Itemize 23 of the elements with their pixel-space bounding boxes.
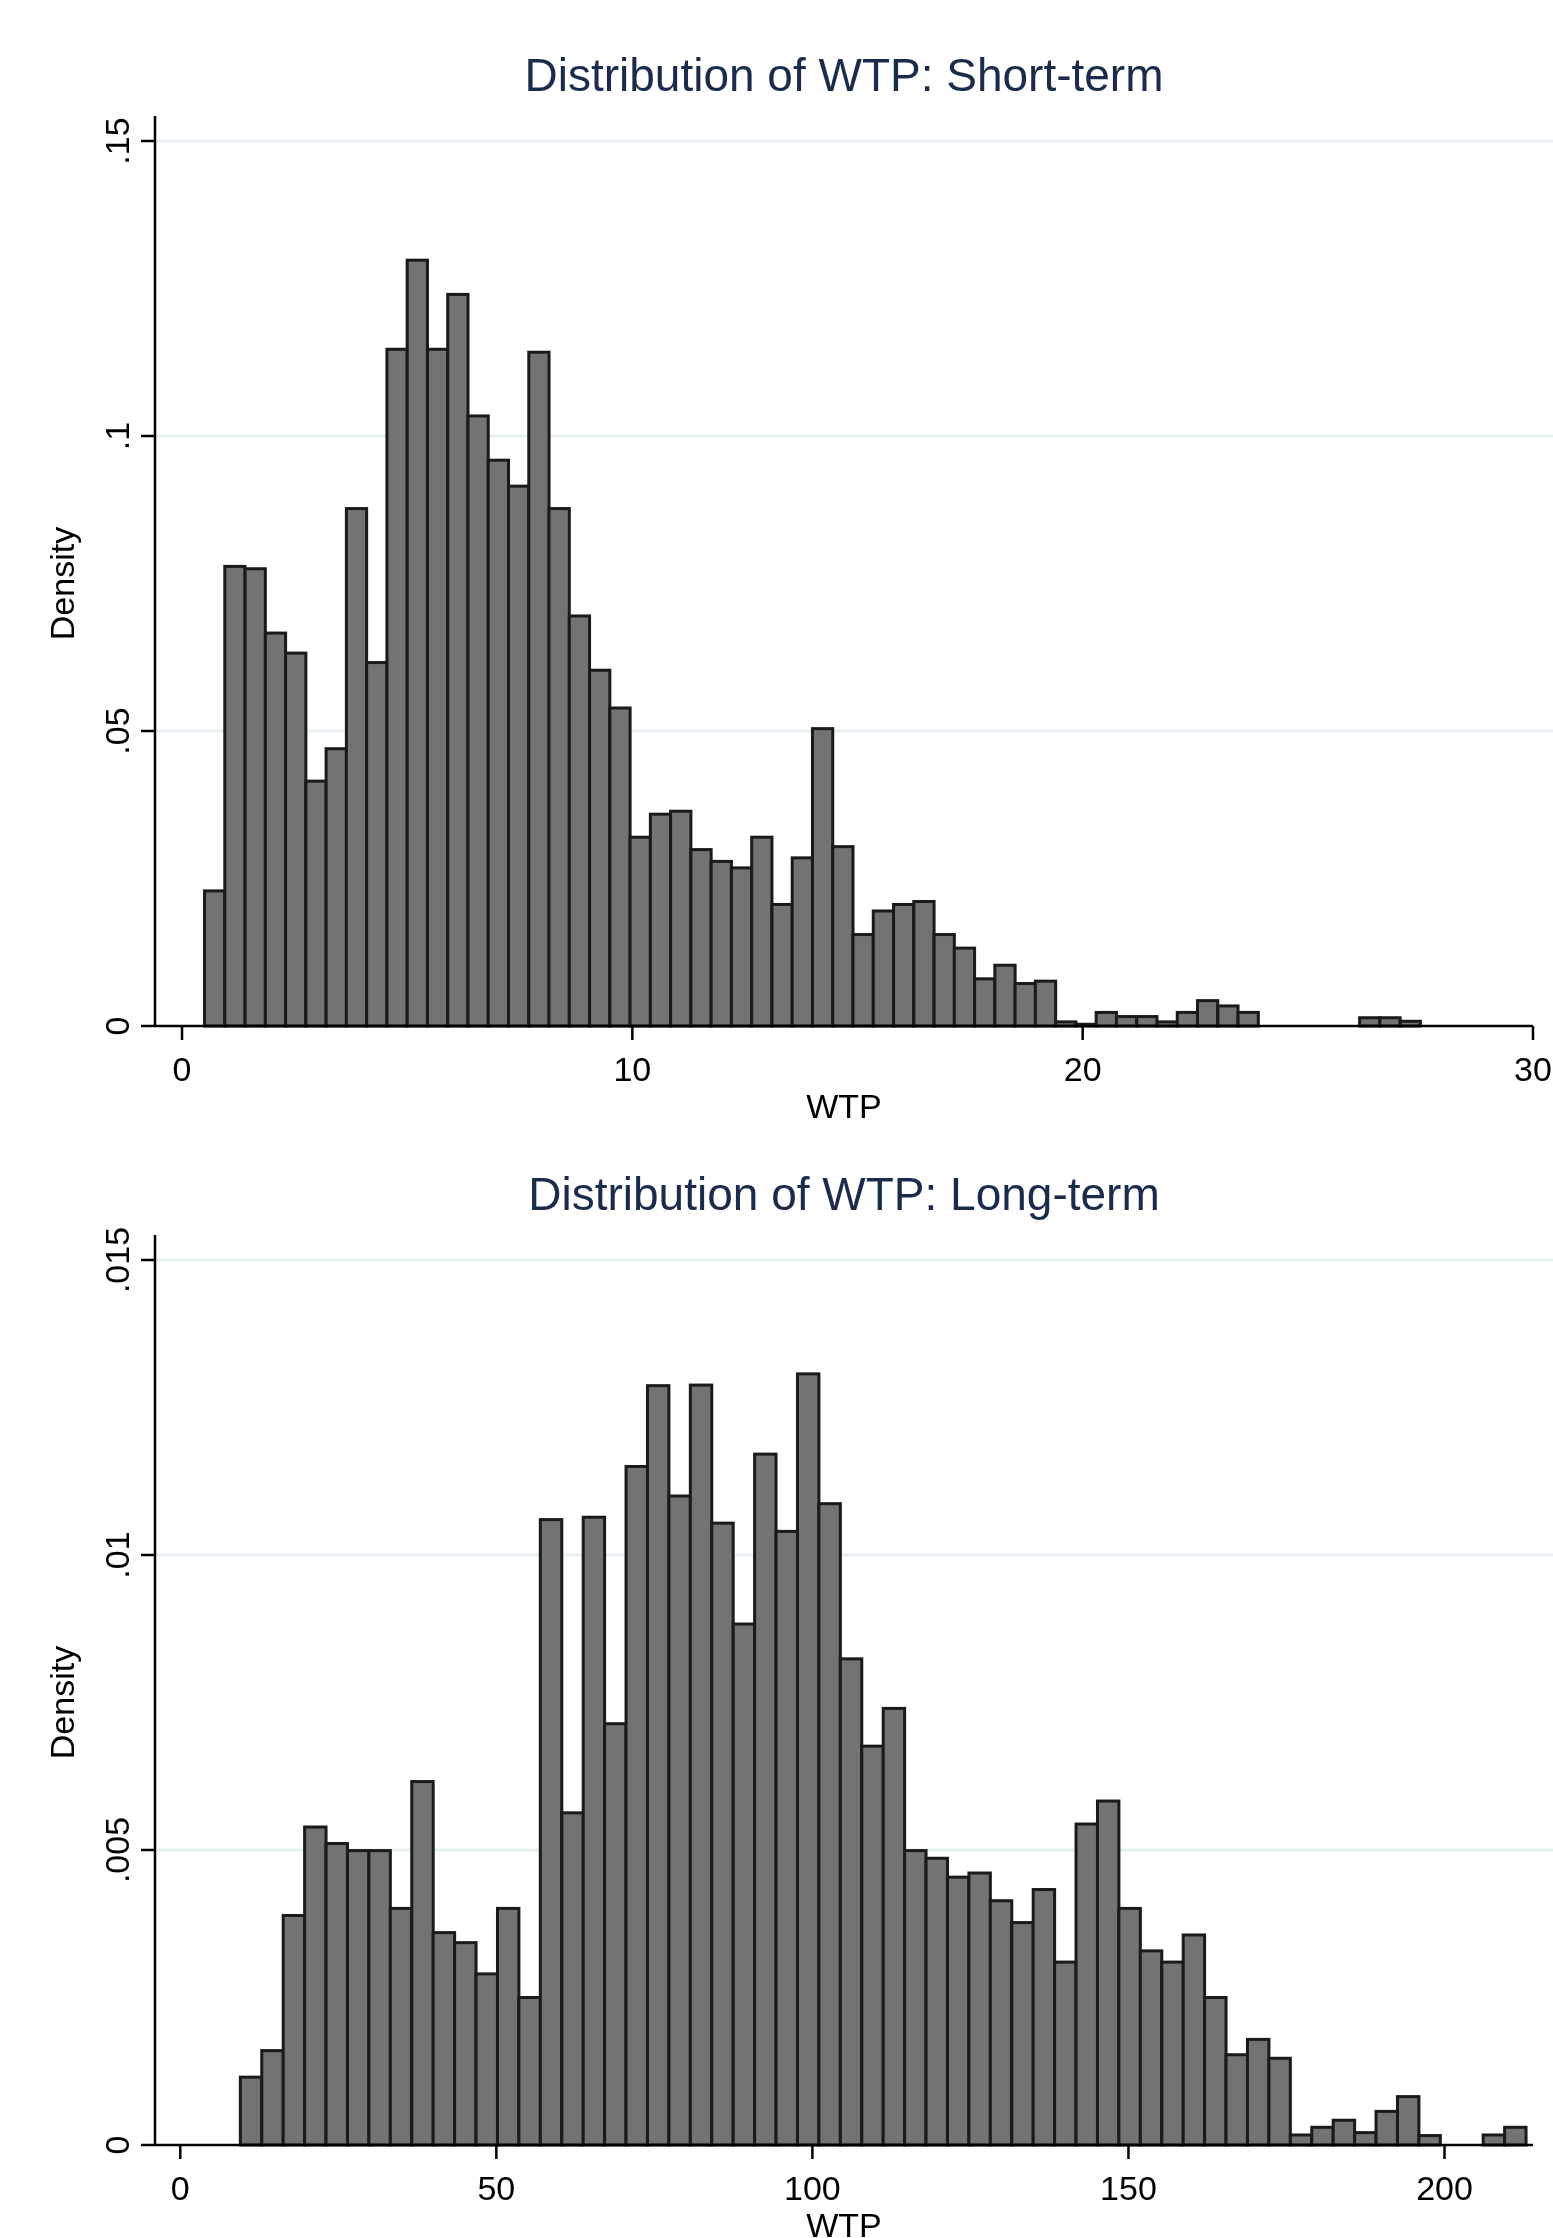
x-tick-label: 30 <box>1514 1050 1552 1088</box>
y-tick-label: .05 <box>98 707 136 755</box>
y-tick-label: 0 <box>98 1016 136 1036</box>
chart-title: Distribution of WTP: Short-term <box>524 49 1164 101</box>
y-axis-title: Density <box>43 526 81 641</box>
y-tick-label: .005 <box>98 1816 136 1884</box>
y-tick-label: .15 <box>98 117 136 165</box>
y-axis-title: Density <box>43 1645 81 1760</box>
chart-title: Distribution of WTP: Long-term <box>528 1168 1160 1220</box>
x-axis-title: WTP <box>806 1087 882 1125</box>
x-tick-label: 10 <box>613 1050 652 1088</box>
y-tick-label: .015 <box>98 1226 136 1294</box>
y-tick-label: .1 <box>98 421 136 451</box>
x-tick-label: 50 <box>477 2169 516 2207</box>
x-tick-label: 0 <box>172 1050 192 1088</box>
x-tick-label: 20 <box>1063 1050 1102 1088</box>
x-tick-label: 200 <box>1416 2169 1473 2207</box>
x-tick-label: 100 <box>784 2169 841 2207</box>
x-tick-label: 0 <box>170 2169 190 2207</box>
y-tick-label: 0 <box>98 2135 136 2155</box>
y-tick-label: .01 <box>98 1531 136 1579</box>
x-axis-title: WTP <box>806 2206 882 2238</box>
x-tick-label: 150 <box>1100 2169 1157 2207</box>
